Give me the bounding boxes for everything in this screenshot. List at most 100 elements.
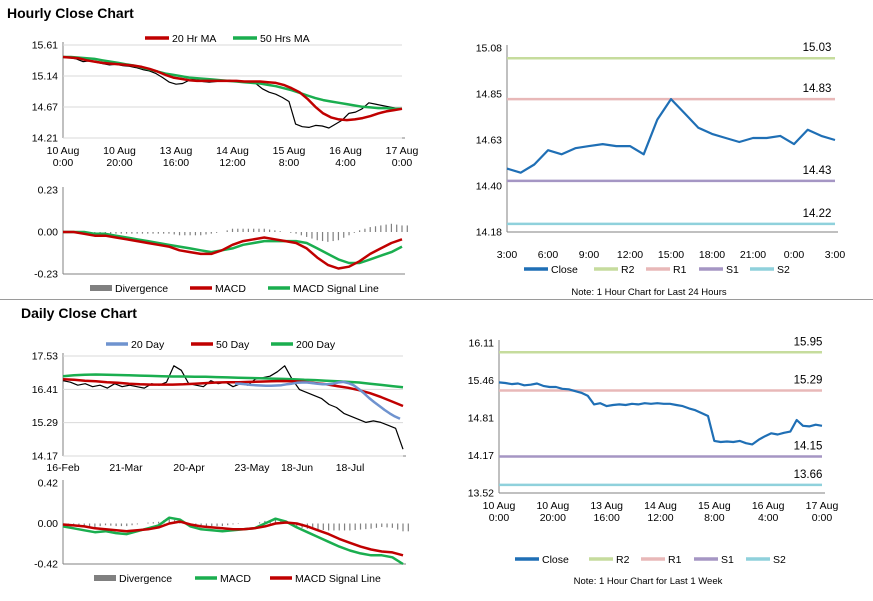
daily-price-y-tick-label: 17.53 [32, 351, 58, 363]
hourly-levels-x-tick-label: 21:00 [740, 249, 766, 261]
hourly-levels-x-tick-label: 6:00 [538, 249, 559, 261]
daily-levels-x-tick-label: 15 Aug [698, 500, 731, 512]
hourly-levels-y-tick-label: 14.63 [476, 135, 502, 147]
hourly-macd-series [63, 230, 403, 270]
hourly-levels-legend-label: S1 [726, 264, 739, 276]
daily-levels-y-tick-label: 16.11 [469, 338, 495, 350]
daily-levels-y-tick-label: 14.17 [468, 450, 494, 462]
hourly-price-x-tick-label: 0:00 [392, 157, 413, 169]
hourly-price-x-tick-label: 20:00 [106, 157, 132, 169]
daily-price-x-tick-label: 18-Jun [281, 462, 313, 474]
hourly-levels-legend-label: R2 [621, 264, 635, 276]
hourly-levels-y-tick-label: 15.08 [476, 43, 502, 55]
hourly-price-x-tick-label: 10 Aug [103, 145, 136, 157]
hourly-level-s2-label: 14.22 [803, 208, 832, 220]
hourly-price-x-tick-label: 16:00 [163, 157, 189, 169]
hourly-level-r2-label: 15.03 [803, 42, 832, 54]
daily-levels-x-tick-label: 17 Aug [806, 500, 839, 512]
hourly-levels-x-tick-label: 15:00 [658, 249, 684, 261]
hourly-price-x-tick-label: 12:00 [219, 157, 245, 169]
hourly-levels-x-tick-label: 18:00 [699, 249, 725, 261]
hourly-levels-x-tick-label: 3:00 [825, 249, 846, 261]
hourly-levels-x-tick-label: 0:00 [784, 249, 805, 261]
daily-level-s1-label: 14.15 [794, 441, 823, 453]
daily-macd-y-tick-label: 0.42 [38, 478, 59, 490]
daily-price-legend-label: 200 Day [296, 339, 336, 351]
hourly-macd-y-tick-label: -0.23 [34, 269, 58, 281]
daily-macd-legend-label: MACD Signal Line [295, 573, 381, 585]
daily-levels-y-tick-label: 13.52 [468, 488, 494, 500]
hourly-close-series [506, 97, 836, 174]
daily-price-x-tick-label: 18-Jul [336, 462, 365, 474]
daily-levels-note: Note: 1 Hour Chart for Last 1 Week [574, 576, 723, 587]
hourly-levels-x-tick-label: 3:00 [497, 249, 518, 261]
hourly-price-x-tick-label: 14 Aug [216, 145, 249, 157]
daily-macd-y-tick-label: -0.42 [34, 559, 58, 571]
daily-level-r1-label: 15.29 [794, 374, 823, 386]
hourly-levels-x-tick-label: 9:00 [579, 249, 600, 261]
hourly-price-x-tick-label: 10 Aug [47, 145, 80, 157]
hourly-level-s1-label: 14.43 [803, 165, 832, 177]
hourly-price-x-tick-label: 8:00 [279, 157, 300, 169]
hourly-price-y-tick-label: 14.67 [32, 102, 58, 114]
hourly-level-r1-label: 14.83 [803, 83, 832, 95]
daily-levels-x-tick-label: 0:00 [489, 512, 510, 524]
hourly-levels-legend-label: Close [551, 264, 578, 276]
daily-levels-x-tick-label: 14 Aug [644, 500, 677, 512]
hourly-levels-legend-label: S2 [777, 264, 790, 276]
daily-macd-legend-label: Divergence [119, 573, 172, 585]
daily-levels-x-tick-label: 0:00 [812, 512, 833, 524]
hourly-levels-legend-label: R1 [673, 264, 687, 276]
daily-price-x-tick-label: 16-Feb [46, 462, 79, 474]
hourly-price-x-tick-label: 17 Aug [386, 145, 419, 157]
daily-levels-y-tick-label: 14.81 [468, 413, 494, 425]
daily-price-y-tick-label: 16.41 [32, 384, 58, 396]
daily-level-r2-label: 15.95 [794, 336, 823, 348]
daily-price-x-tick-label: 20-Apr [173, 462, 205, 474]
daily-levels-legend-label: S2 [773, 554, 786, 566]
daily-price-y-tick-label: 15.29 [32, 417, 58, 429]
daily-levels-legend-label: R2 [616, 554, 630, 566]
daily-levels-x-tick-label: 4:00 [758, 512, 779, 524]
daily-price-legend-label: 50 Day [216, 339, 250, 351]
daily-levels-x-tick-label: 13 Aug [590, 500, 623, 512]
hourly-levels-y-tick-label: 14.40 [476, 181, 502, 193]
hourly-macd-y-tick-label: 0.00 [38, 227, 59, 239]
hourly-price-y-tick-label: 15.61 [32, 40, 58, 52]
hourly-ma20-series [62, 55, 403, 122]
daily-levels-x-tick-label: 16:00 [594, 512, 620, 524]
daily-levels-y-tick-label: 15.46 [468, 375, 494, 387]
daily-levels-legend-label: R1 [668, 554, 682, 566]
daily-levels-legend-label: Close [542, 554, 569, 566]
daily-macd-signal-series [62, 520, 404, 557]
hourly-levels-y-tick-label: 14.85 [476, 89, 502, 101]
hourly-price-x-tick-label: 15 Aug [273, 145, 306, 157]
hourly-macd-legend-label: Divergence [115, 283, 168, 295]
hourly-levels-note: Note: 1 Hour Chart for Last 24 Hours [571, 287, 726, 298]
daily-20-series [235, 380, 401, 420]
daily-levels-x-tick-label: 10 Aug [536, 500, 569, 512]
daily-levels-x-tick-label: 12:00 [647, 512, 673, 524]
daily-price-y-tick-label: 14.17 [32, 451, 58, 463]
hourly-levels-x-tick-label: 12:00 [617, 249, 643, 261]
daily-levels-x-tick-label: 10 Aug [483, 500, 516, 512]
hourly-price-x-tick-label: 16 Aug [329, 145, 362, 157]
daily-close-series [498, 381, 823, 446]
daily-levels-x-tick-label: 20:00 [540, 512, 566, 524]
daily-macd-legend-label: MACD [220, 573, 251, 585]
hourly-price-x-tick-label: 4:00 [335, 157, 356, 169]
hourly-price-x-tick-label: 13 Aug [160, 145, 193, 157]
hourly-price-x-tick-label: 0:00 [53, 157, 74, 169]
hourly-price-series [62, 56, 403, 129]
daily-price-x-tick-label: 21-Mar [109, 462, 143, 474]
daily-levels-legend-label: S1 [721, 554, 734, 566]
daily-50-series [62, 377, 404, 408]
hourly-macd-legend-label: MACD [215, 283, 246, 295]
hourly-macd-y-tick-label: 0.23 [38, 185, 59, 197]
daily-price-series [62, 365, 404, 450]
hourly-price-legend-label: 50 Hrs MA [260, 33, 310, 45]
daily-macd-series [62, 516, 404, 566]
hourly-price-legend-label: 20 Hr MA [172, 33, 216, 45]
hourly-macd-legend-label: MACD Signal Line [293, 283, 379, 295]
